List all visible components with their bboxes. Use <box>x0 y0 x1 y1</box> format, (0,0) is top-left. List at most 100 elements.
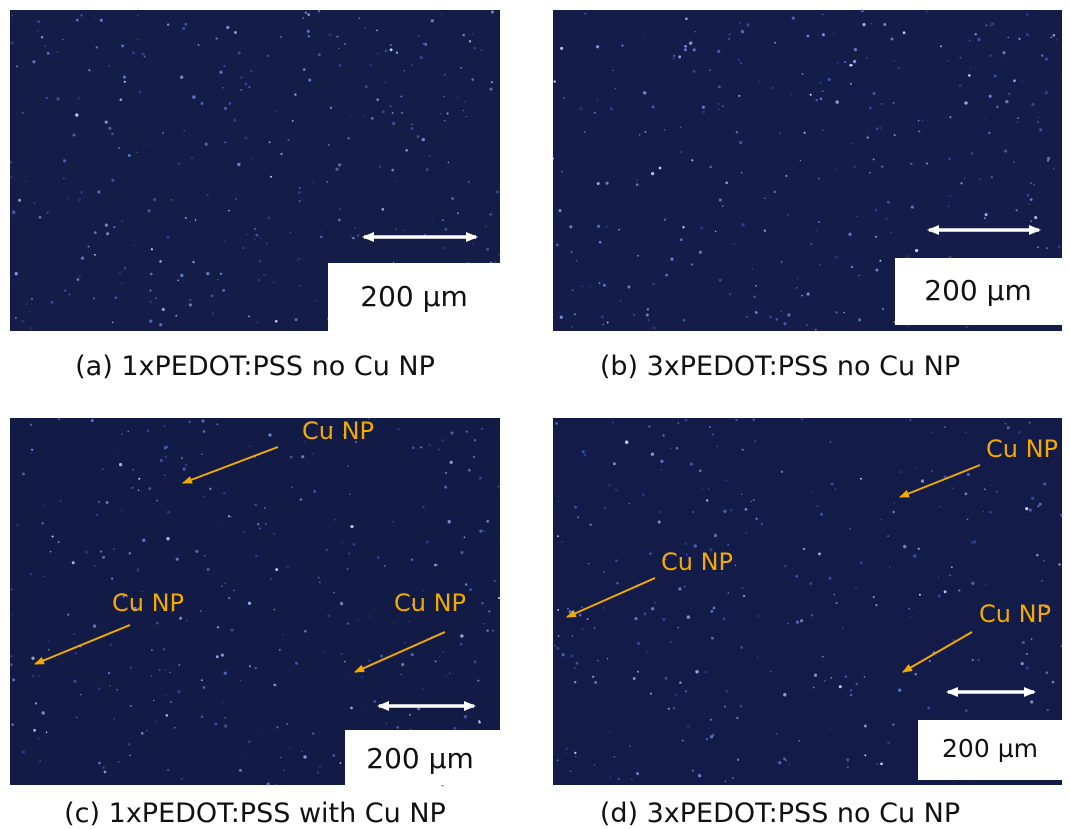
speckle <box>339 208 341 210</box>
speckle <box>995 219 996 220</box>
speckle <box>457 97 458 98</box>
speckle <box>103 767 105 769</box>
speckle <box>214 291 215 292</box>
speckle <box>893 102 895 104</box>
speckle <box>1027 194 1030 197</box>
speckle <box>637 255 639 257</box>
speckle <box>391 169 394 172</box>
speckle <box>340 762 342 764</box>
speckle <box>392 112 394 114</box>
speckle <box>280 153 282 155</box>
speckle <box>574 313 576 315</box>
speckle <box>894 134 896 136</box>
speckle <box>106 232 109 235</box>
speckle <box>428 443 431 446</box>
speckle <box>116 689 118 691</box>
speckle <box>572 635 574 637</box>
speckle <box>466 430 468 432</box>
speckle <box>275 568 278 571</box>
speckle <box>41 522 43 524</box>
speckle <box>770 671 772 673</box>
speckle <box>683 181 685 183</box>
speckle <box>643 37 645 39</box>
speckle <box>149 290 151 292</box>
speckle <box>846 758 849 761</box>
speckle <box>948 205 950 207</box>
speckle <box>662 618 665 621</box>
speckle <box>75 652 76 653</box>
speckle <box>32 675 35 678</box>
speckle <box>991 176 993 178</box>
speckle <box>69 293 71 295</box>
speckle <box>305 11 307 13</box>
speckle <box>207 568 210 571</box>
speckle <box>741 587 743 589</box>
speckle <box>875 209 878 212</box>
speckle <box>96 514 98 516</box>
speckle <box>1007 37 1009 39</box>
speckle <box>741 30 744 33</box>
speckle <box>159 670 160 671</box>
speckle <box>615 559 617 561</box>
speckle <box>350 707 353 710</box>
speckle <box>431 218 433 220</box>
speckle <box>166 236 169 239</box>
speckle <box>950 195 951 196</box>
speckle <box>289 747 291 749</box>
speckle <box>254 239 255 240</box>
speckle <box>182 27 185 30</box>
speckle <box>569 610 572 613</box>
speckle <box>105 223 108 226</box>
speckle <box>560 47 563 50</box>
speckle <box>1037 505 1039 507</box>
speckle <box>737 759 739 761</box>
speckle <box>73 133 76 136</box>
speckle <box>361 676 363 678</box>
speckle <box>662 434 664 436</box>
speckle <box>722 205 724 207</box>
speckle <box>698 774 701 777</box>
speckle <box>1039 503 1042 506</box>
speckle <box>76 716 78 718</box>
speckle <box>142 52 145 55</box>
speckle <box>436 564 438 566</box>
speckle <box>1029 508 1032 511</box>
speckle <box>576 260 577 261</box>
speckle <box>401 112 403 114</box>
speckle <box>22 750 25 753</box>
speckle <box>709 166 712 169</box>
speckle <box>299 285 301 287</box>
speckle <box>994 75 997 78</box>
speckle <box>984 488 986 490</box>
scale-label: 200 µm <box>942 734 1038 763</box>
speckle <box>444 120 445 121</box>
speckle <box>192 95 195 98</box>
speckle <box>121 433 123 435</box>
speckle <box>858 318 861 321</box>
speckle <box>44 505 45 506</box>
speckle <box>209 488 211 490</box>
speckle <box>37 20 40 23</box>
speckle <box>205 143 208 146</box>
speckle <box>588 563 590 565</box>
speckle <box>400 674 402 676</box>
speckle <box>557 535 559 537</box>
speckle <box>735 768 736 769</box>
speckle <box>369 615 371 617</box>
speckle <box>819 263 821 265</box>
speckle <box>682 319 684 321</box>
speckle <box>869 107 872 110</box>
speckle <box>197 44 199 46</box>
speckle <box>242 247 245 250</box>
speckle <box>67 614 70 617</box>
speckle <box>816 229 818 231</box>
speckle <box>882 308 884 310</box>
speckle <box>875 236 877 238</box>
speckle <box>256 234 259 237</box>
annotation: Cu NP <box>394 589 466 617</box>
caption: (c) 1xPEDOT:PSS with Cu NP <box>64 798 446 829</box>
speckle <box>373 668 374 669</box>
speckle <box>260 237 262 239</box>
speckle <box>440 113 441 114</box>
speckle <box>273 684 275 686</box>
